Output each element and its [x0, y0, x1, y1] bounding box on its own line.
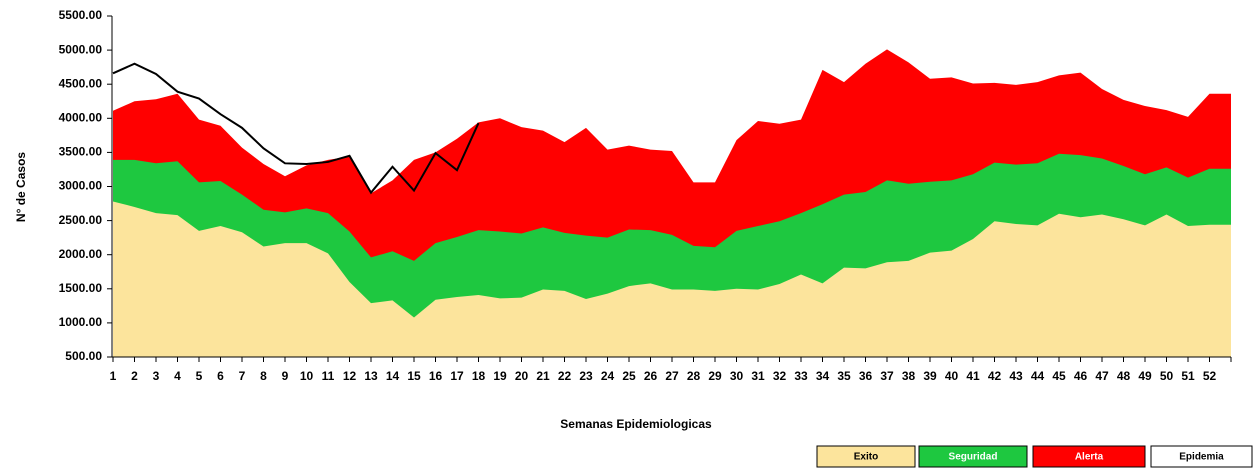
x-tick-label: 33 [794, 369, 808, 383]
x-tick-label: 21 [536, 369, 550, 383]
x-tick-label: 16 [429, 369, 443, 383]
x-tick-label: 11 [322, 369, 335, 383]
legend-swatch [1032, 445, 1146, 468]
y-tick-label: 1000.00 [59, 315, 103, 329]
y-tick-label: 2000.00 [59, 247, 103, 261]
x-tick-label: 24 [601, 369, 615, 383]
x-tick-label: 5 [196, 369, 203, 383]
y-tick-label: 3500.00 [59, 145, 103, 159]
x-tick-label: 17 [450, 369, 464, 383]
x-tick-label: 20 [515, 369, 529, 383]
legend-swatch [816, 445, 916, 468]
legend-swatch [1150, 445, 1253, 468]
legend-swatch [918, 445, 1028, 468]
x-axis-title: Semanas Epidemiologicas [560, 417, 712, 431]
x-tick-label: 30 [730, 369, 744, 383]
x-tick-label: 47 [1095, 369, 1109, 383]
x-tick-label: 2 [131, 369, 138, 383]
x-tick-label: 10 [300, 369, 314, 383]
x-tick-label: 35 [837, 369, 851, 383]
y-tick-label: 4000.00 [59, 110, 103, 124]
x-tick-label: 39 [923, 369, 937, 383]
x-tick-label: 38 [902, 369, 916, 383]
x-tick-label: 42 [988, 369, 1002, 383]
area [113, 201, 1231, 357]
y-tick-label: 4500.00 [59, 76, 103, 90]
x-tick-label: 49 [1138, 369, 1152, 383]
x-tick-label: 48 [1117, 369, 1131, 383]
x-tick-label: 32 [773, 369, 787, 383]
y-axis-title: N° de Casos [14, 152, 28, 222]
x-tick-label: 44 [1031, 369, 1045, 383]
x-tick-label: 19 [493, 369, 507, 383]
x-tick-label: 22 [558, 369, 572, 383]
x-tick-label: 15 [407, 369, 421, 383]
x-tick-label: 7 [239, 369, 246, 383]
y-tick-label: 500.00 [65, 349, 102, 363]
x-tick-label: 14 [386, 369, 400, 383]
y-tick-label: 5000.00 [59, 42, 103, 56]
x-tick-label: 13 [364, 369, 378, 383]
legend-label: Exito [854, 452, 878, 463]
y-tick-label: 3000.00 [59, 179, 103, 193]
x-tick-label: 51 [1181, 369, 1195, 383]
x-tick-label: 18 [472, 369, 486, 383]
x-tick-label: 34 [816, 369, 830, 383]
x-tick-label: 41 [966, 369, 980, 383]
x-tick-label: 27 [665, 369, 679, 383]
line [112, 62, 480, 195]
x-tick-label: 12 [343, 369, 357, 383]
x-tick-label: 31 [751, 369, 765, 383]
x-tick-label: 36 [859, 369, 873, 383]
x-tick-label: 4 [174, 369, 181, 383]
x-tick-label: 25 [622, 369, 636, 383]
x-tick-label: 52 [1203, 369, 1217, 383]
x-tick-label: 3 [153, 369, 160, 383]
x-tick-label: 46 [1074, 369, 1088, 383]
x-tick-label: 28 [687, 369, 701, 383]
legend-label: Epidemia [1179, 452, 1224, 463]
y-tick-label: 1500.00 [59, 281, 103, 295]
x-tick-label: 29 [708, 369, 722, 383]
x-tick-label: 8 [260, 369, 267, 383]
x-tick-label: 45 [1052, 369, 1066, 383]
x-tick-label: 50 [1160, 369, 1174, 383]
x-tick-label: 43 [1009, 369, 1023, 383]
y-tick-label: 5500.00 [59, 8, 103, 22]
x-tick-label: 40 [945, 369, 959, 383]
x-tick-label: 26 [644, 369, 658, 383]
x-tick-label: 1 [110, 369, 117, 383]
y-tick-label: 2500.00 [59, 213, 103, 227]
x-tick-label: 9 [282, 369, 289, 383]
legend-label: Seguridad [949, 452, 998, 463]
legend-label: Alerta [1075, 452, 1104, 463]
x-tick-label: 37 [880, 369, 894, 383]
x-tick-label: 6 [217, 369, 224, 383]
x-tick-label: 23 [579, 369, 593, 383]
